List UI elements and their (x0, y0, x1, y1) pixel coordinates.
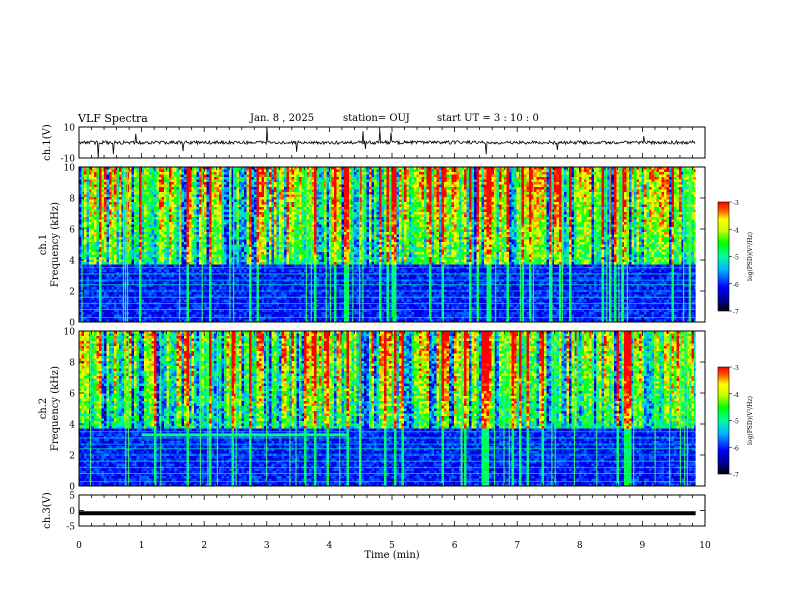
ch1-spectrogram-tick-label: 8 (69, 195, 75, 205)
x-tick-label: 4 (327, 541, 333, 551)
ch3-waveform-tick-label: 0 (69, 507, 75, 517)
ch2-spectrogram-tick-label: 8 (69, 359, 75, 369)
ch1-spectrogram-tick-label: 4 (69, 257, 75, 267)
x-tick-label: 2 (201, 541, 207, 551)
colorbars: -3 -4 -5 -6 -7 log(PSD)(V²/Hz) -3 -4 -5 -6 -7 log(P… (718, 200, 754, 479)
x-tick-label: 10 (699, 541, 711, 551)
ch1-waveform-trace (79, 128, 695, 158)
x-tick-label: 3 (264, 541, 270, 551)
ch2-spectrogram-tick-label: 4 (69, 421, 75, 431)
ch1-colorbar-label: log(PSD)(V²/Hz) (747, 232, 754, 281)
ch2-spectrogram-ylabel-quantity: Frequency (kHz) (50, 366, 61, 451)
x-tick-label: 0 (76, 541, 82, 551)
ch2-spectrogram-tick-label: 2 (69, 452, 75, 462)
ch1-spectrogram-tick-label: 10 (64, 164, 76, 174)
ch1-colorbar-tick-label: -6 (733, 282, 739, 289)
ch1-waveform-panel (79, 128, 695, 158)
ch2-colorbar-tick-label: -7 (733, 472, 739, 479)
x-tick-label: 9 (640, 541, 646, 551)
ch2-spectrogram-tick-label: 10 (64, 328, 76, 338)
x-tick-label: 7 (514, 541, 520, 551)
ch2-colorbar-tick-label: -3 (733, 365, 739, 372)
x-tick-label: 6 (452, 541, 458, 551)
x-axis-label: Time (min) (364, 550, 419, 561)
ch3-waveform-tick-label: 5 (69, 492, 75, 502)
ch1-waveform-tick-label: 10 (64, 124, 76, 134)
ch1-spectrogram-panel (79, 167, 705, 322)
ch2-colorbar-tick-label: -6 (733, 445, 739, 452)
x-tick-label: 8 (577, 541, 583, 551)
ch1-colorbar-tick-label: -3 (733, 200, 739, 207)
ch1-waveform-ylabel: ch.1(V) (42, 124, 53, 161)
ch2-spectrogram-tick-label: 6 (69, 390, 75, 400)
ch3-waveform-ylabel: ch.3(V) (42, 492, 53, 529)
ch1-spectrogram-ylabel-channel: ch.1 (38, 234, 49, 256)
ch2-colorbar-tick-label: -4 (733, 392, 739, 399)
x-tick-label: 1 (139, 541, 145, 551)
ch2-spectrogram-panel (79, 331, 705, 486)
ch3-waveform-tick-label: -5 (66, 523, 75, 533)
ch1-colorbar-scale (718, 202, 729, 311)
ch1-spectrogram-tick-label: 6 (69, 226, 75, 236)
ch1-colorbar-tick-label: -5 (733, 255, 739, 262)
ch2-colorbar-scale (718, 367, 729, 474)
ch1-spectrogram-tick-label: 2 (69, 288, 75, 298)
ch1-spectrogram-ylabel-quantity: Frequency (kHz) (50, 202, 61, 287)
ch2-spectrogram-ylabel-channel: ch.2 (38, 398, 49, 420)
ch2-colorbar-label: log(PSD)(V²/Hz) (747, 396, 754, 445)
ch1-colorbar-tick-label: -7 (733, 309, 739, 316)
ch1-colorbar-tick-label: -4 (733, 227, 739, 234)
ch2-colorbar-tick-label: -5 (733, 419, 739, 426)
